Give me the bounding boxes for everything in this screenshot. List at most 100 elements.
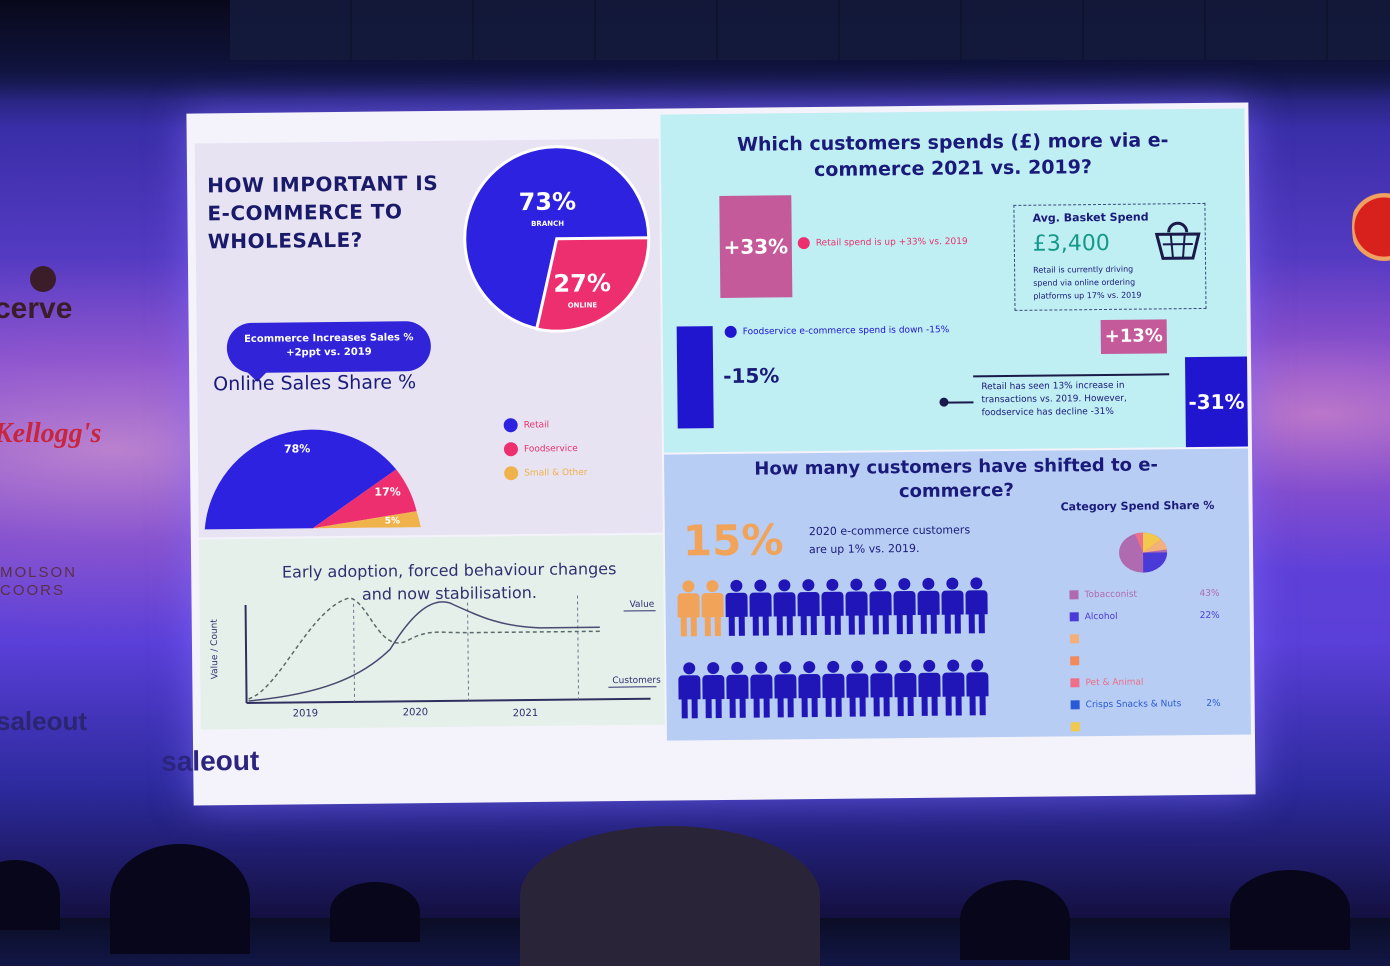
person-icon	[964, 659, 991, 717]
saleout-brand: saleout	[161, 745, 259, 778]
basket-icon	[1155, 218, 1201, 260]
spend-panel: Which customers spends (£) more via e- c…	[660, 109, 1248, 453]
online-share-half-pie: 78% 17% 5%	[197, 399, 438, 538]
person-icon	[796, 661, 823, 719]
person-icon	[892, 660, 919, 718]
trend-panel: Early adoption, forced behaviour changes…	[199, 535, 665, 730]
person-icon	[916, 660, 943, 718]
category-name: Pet & Animal	[1085, 678, 1143, 689]
person-icon	[939, 577, 966, 635]
person-icon	[963, 577, 990, 635]
person-icon	[820, 661, 847, 719]
legend-other-icon	[504, 466, 518, 480]
person-icon	[723, 580, 750, 638]
category-name: Tobacconist	[1084, 590, 1137, 601]
category-row: Tobacconist 43%	[1069, 589, 1219, 601]
audience	[0, 820, 1390, 918]
category-value: 22%	[1200, 611, 1220, 621]
foodservice-dot-icon	[725, 326, 737, 338]
person-icon	[771, 579, 798, 637]
branch-pct: 73%	[518, 188, 576, 217]
category-pie	[1115, 529, 1171, 576]
sponsor-kelloggs: Kellogg's	[0, 418, 101, 450]
trend-x-2021: 2021	[513, 708, 539, 719]
foodservice-bar	[677, 326, 714, 428]
legend-foodservice: Foodservice	[504, 442, 578, 457]
tx-rule	[973, 373, 1169, 377]
person-icon	[724, 662, 751, 720]
category-swatch	[1070, 656, 1079, 665]
transactions-down-tag: -31%	[1185, 356, 1248, 447]
person-icon	[700, 662, 727, 720]
trend-line-chart: 2019 2020 2021 Value Customers	[199, 535, 665, 730]
category-swatch	[1070, 612, 1079, 621]
person-icon	[747, 579, 774, 637]
person-icon	[699, 580, 726, 638]
sponsor-saleout: saleout	[0, 706, 87, 737]
basket-title: Avg. Basket Spend	[1032, 211, 1148, 225]
tx-dot-icon	[939, 398, 948, 407]
foodservice-spend-tag: -15%	[723, 363, 779, 388]
basket-value: £3,400	[1033, 231, 1110, 257]
trend-x-2020: 2020	[403, 707, 429, 718]
person-icon	[915, 578, 942, 636]
category-swatch	[1071, 700, 1080, 709]
audience-head	[330, 882, 420, 942]
share-other-value: 5%	[385, 516, 400, 526]
person-icon	[819, 579, 846, 637]
person-icon	[676, 662, 703, 720]
sponsor-molson: MOLSON	[0, 564, 77, 581]
person-icon	[891, 578, 918, 636]
sponsor-coors: COORS	[0, 582, 65, 599]
category-row	[1071, 721, 1221, 733]
person-icon	[795, 579, 822, 637]
retail-spend-tag: +33%	[719, 195, 792, 298]
online-pct: 27%	[553, 269, 611, 298]
share-foodservice-value: 17%	[374, 485, 400, 498]
person-icon	[867, 578, 894, 636]
basket-note: Retail is currently driving spend via on…	[1033, 263, 1141, 303]
foodservice-spend-note: Foodservice e-commerce spend is down -15…	[725, 324, 950, 338]
trend-label-customers: Customers	[612, 676, 661, 687]
trend-value-line	[247, 595, 600, 699]
audience-head	[110, 844, 250, 954]
trend-x-axis	[247, 699, 651, 703]
sponsor-cerve: cerve	[0, 292, 72, 326]
basket-box: Avg. Basket Spend £3,400 Retail is curre…	[1013, 203, 1206, 311]
cerve-logo-icon	[30, 266, 56, 292]
person-icon	[748, 661, 775, 719]
category-swatch	[1070, 634, 1079, 643]
category-row	[1070, 633, 1220, 645]
projection-screen: HOW IMPORTANT IS E-COMMERCE TO WHOLESALE…	[186, 102, 1255, 805]
category-row	[1070, 655, 1220, 667]
category-row: Pet & Animal	[1070, 677, 1220, 689]
audience-head	[1230, 870, 1350, 950]
transactions-note: Retail has seen 13% increase in transact…	[981, 380, 1127, 421]
audience-head	[960, 880, 1070, 960]
shift-note: 2020 e-commerce customers are up 1% vs. …	[809, 521, 971, 559]
category-row: Crisps Snacks & Nuts 2%	[1071, 699, 1221, 711]
shift-panel: How many customers have shifted to e- co…	[664, 448, 1251, 740]
trend-customers-line	[248, 600, 601, 701]
category-swatch	[1071, 722, 1080, 731]
branch-label: BRANCH	[531, 220, 564, 228]
retail-dot-icon	[798, 237, 810, 249]
person-icon	[940, 659, 967, 717]
online-label: ONLINE	[568, 301, 598, 309]
category-value: 43%	[1199, 589, 1219, 599]
category-swatch	[1070, 678, 1079, 687]
trend-x-2019: 2019	[293, 708, 319, 719]
retail-spend-note: Retail spend is up +33% vs. 2019	[798, 235, 968, 249]
audience-head	[520, 826, 820, 966]
category-name: Crisps Snacks & Nuts	[1086, 699, 1182, 710]
transactions-up-tag: +13%	[1101, 319, 1167, 354]
person-icon	[772, 661, 799, 719]
importance-title: HOW IMPORTANT IS E-COMMERCE TO WHOLESALE…	[207, 169, 439, 255]
legend-retail-icon	[504, 418, 518, 432]
sales-increase-bubble: Ecommerce Increases Sales % +2ppt vs. 20…	[227, 321, 432, 373]
spend-title: Which customers spends (£) more via e- c…	[661, 126, 1246, 184]
category-title: Category Spend Share %	[1061, 499, 1215, 514]
category-value: 2%	[1206, 699, 1220, 709]
person-icon	[868, 660, 895, 718]
